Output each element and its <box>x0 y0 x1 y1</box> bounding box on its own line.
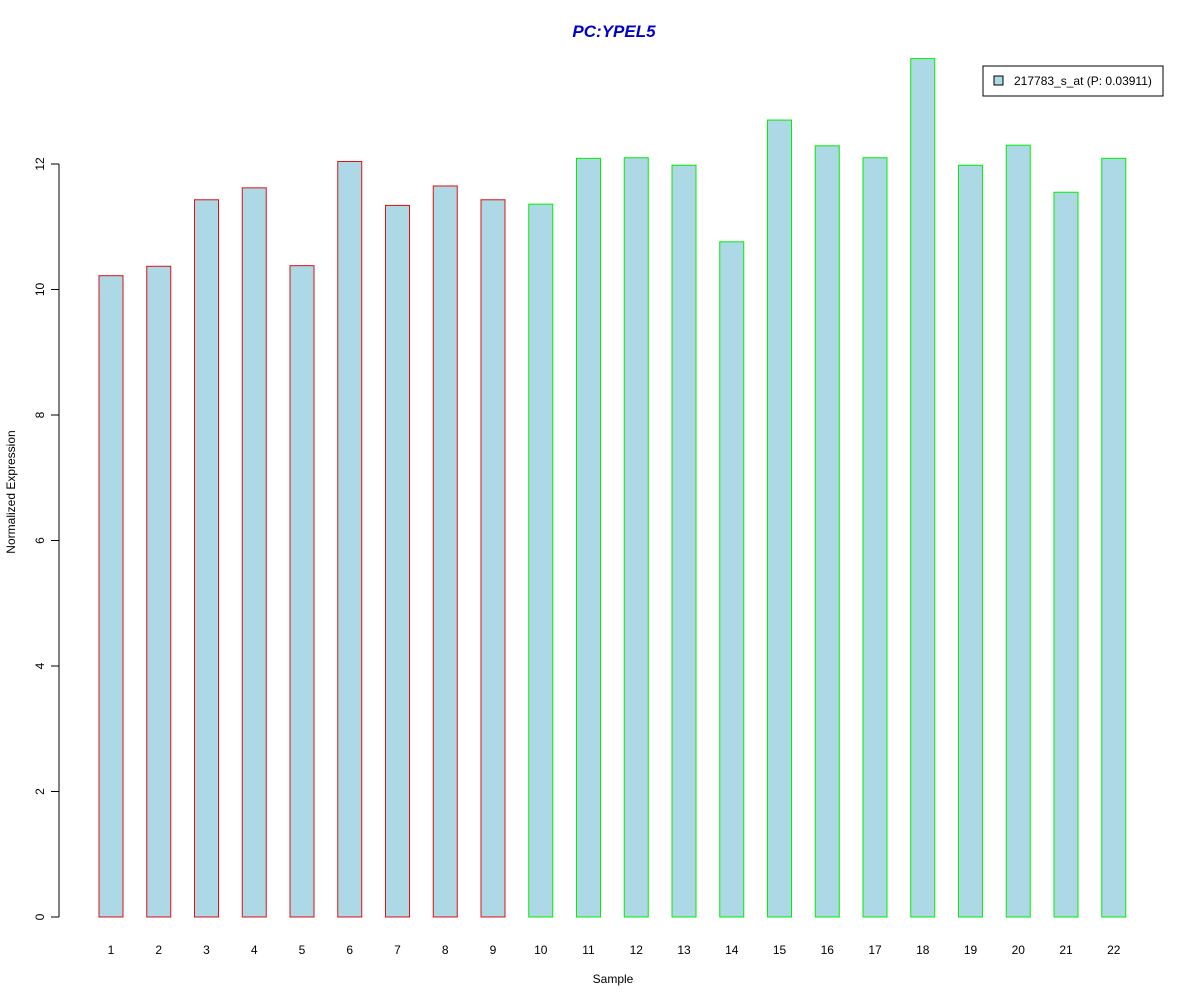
y-tick-label: 4 <box>33 662 47 669</box>
bar-sample-11 <box>576 157 601 918</box>
bar-sample-21 <box>1053 191 1079 918</box>
x-tick-label: 7 <box>394 943 401 957</box>
x-tick-label: 13 <box>677 943 691 957</box>
x-tick-label: 2 <box>155 943 162 957</box>
bar-sample-2 <box>146 265 172 918</box>
bar-sample-8 <box>432 185 458 918</box>
legend: 217783_s_at (P: 0.03911) <box>982 65 1164 97</box>
x-tick-label: 4 <box>251 943 258 957</box>
y-tick-label: 6 <box>33 537 47 544</box>
y-tick-label: 8 <box>33 411 47 418</box>
y-tick-label: 10 <box>33 283 47 297</box>
x-tick-label: 18 <box>916 943 930 957</box>
bar-sample-7 <box>385 204 410 918</box>
x-tick-label: 15 <box>773 943 787 957</box>
bar-sample-20 <box>1005 144 1031 918</box>
x-tick-label: 9 <box>490 943 497 957</box>
x-tick-label: 6 <box>346 943 353 957</box>
x-tick-label: 20 <box>1012 943 1026 957</box>
y-tick-label: 12 <box>33 157 47 171</box>
legend-swatch <box>993 75 1004 86</box>
y-axis-label: Normalized Expression <box>4 430 18 553</box>
x-tick-label: 17 <box>868 943 882 957</box>
x-tick-label: 19 <box>964 943 978 957</box>
bars-group <box>98 58 1127 918</box>
bar-sample-18 <box>910 58 936 918</box>
legend-label: 217783_s_at (P: 0.03911) <box>1014 74 1152 88</box>
x-tick-label: 8 <box>442 943 449 957</box>
bar-sample-19 <box>958 164 983 918</box>
y-axis: 0 2 4 6 8 10 12 <box>33 157 59 920</box>
legend-box <box>982 65 1164 97</box>
bar-sample-12 <box>623 157 649 918</box>
bar-sample-15 <box>767 119 792 918</box>
bar-sample-1 <box>98 275 124 918</box>
bar-sample-17 <box>862 157 888 918</box>
y-tick-label: 0 <box>33 913 47 920</box>
x-tick-label: 22 <box>1107 943 1121 957</box>
x-tick-label: 16 <box>821 943 835 957</box>
x-tick-label: 1 <box>108 943 115 957</box>
bar-sample-3 <box>194 199 219 918</box>
x-tick-label: 11 <box>582 943 595 957</box>
x-tick-label: 14 <box>725 943 739 957</box>
x-tick-label: 3 <box>203 943 210 957</box>
x-tick-label: 10 <box>534 943 548 957</box>
chart-title: PC:YPEL5 <box>572 22 656 41</box>
bar-sample-9 <box>480 199 506 918</box>
bar-sample-16 <box>814 145 840 918</box>
bar-sample-22 <box>1101 157 1127 918</box>
bar-sample-13 <box>671 164 697 918</box>
bar-sample-5 <box>289 265 315 918</box>
x-axis-label: Sample <box>593 972 634 986</box>
x-tick-label: 21 <box>1059 943 1073 957</box>
bar-sample-4 <box>241 187 267 918</box>
bar-sample-6 <box>337 160 363 918</box>
x-tick-label: 12 <box>630 943 644 957</box>
x-tick-label: 5 <box>299 943 306 957</box>
bar-sample-14 <box>719 241 745 918</box>
x-axis: 1 2 3 4 5 6 7 8 9 10 11 12 13 14 15 16 17 18 19 20 21 22 <box>108 943 1121 957</box>
y-tick-label: 2 <box>33 788 47 795</box>
bar-sample-10 <box>528 203 554 918</box>
